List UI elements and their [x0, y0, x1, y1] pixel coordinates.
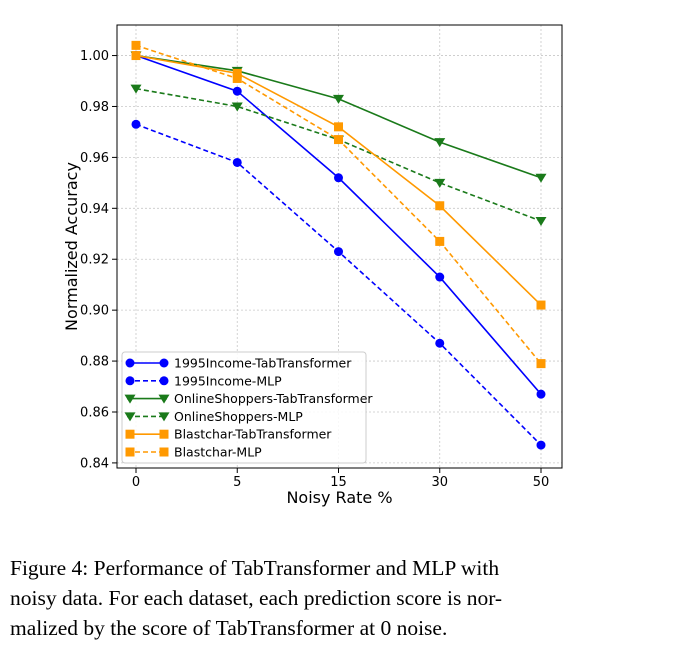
data-point-onlineshoppers-tabtransformer — [434, 138, 445, 147]
data-point-onlineshoppers-tabtransformer — [536, 174, 547, 183]
data-point-blastchar-tabtransformer — [537, 301, 546, 310]
data-point-1995income-mlp — [537, 441, 546, 450]
data-point-blastchar-tabtransformer — [334, 122, 343, 131]
legend: 1995Income-TabTransformer 1995Income-MLP O… — [122, 352, 373, 463]
legend-marker-1995income-mlp — [126, 376, 135, 385]
legend-marker-1995income-mlp — [160, 376, 169, 385]
data-point-1995income-mlp — [233, 158, 242, 167]
data-point-blastchar-mlp — [537, 359, 546, 368]
legend-label-blastchar-tabtransformer: Blastchar-TabTransformer — [174, 427, 332, 442]
data-point-blastchar-mlp — [233, 74, 242, 83]
y-tick-label: 0.94 — [80, 202, 109, 217]
x-tick-label: 5 — [233, 475, 241, 490]
data-point-onlineshoppers-tabtransformer — [333, 95, 344, 104]
legend-label-onlineshoppers-tabtransformer: OnlineShoppers-TabTransformer — [174, 391, 373, 406]
legend-label-1995income-mlp: 1995Income-MLP — [174, 373, 282, 388]
legend-marker-blastchar-mlp — [126, 448, 135, 457]
y-tick-label: 0.90 — [80, 304, 109, 319]
y-axis-title: Normalized Accuracy — [62, 162, 81, 331]
data-point-1995income-tabtransformer — [537, 390, 546, 399]
x-tick-label: 30 — [431, 475, 448, 490]
data-point-blastchar-tabtransformer — [132, 51, 141, 60]
y-tick-label: 0.86 — [80, 405, 109, 420]
y-tick-label: 0.98 — [80, 100, 109, 115]
figure-caption: Figure 4: Performance of TabTransformer … — [10, 553, 672, 643]
y-tick-label: 0.96 — [80, 151, 109, 166]
y-tick-label: 0.92 — [80, 253, 109, 268]
caption-line-2: noisy data. For each dataset, each predi… — [10, 583, 672, 613]
legend-marker-blastchar-mlp — [160, 448, 169, 457]
caption-line-3: malized by the score of TabTransformer a… — [10, 613, 672, 643]
y-tick-label: 1.00 — [80, 49, 109, 64]
y-tick-label: 0.84 — [80, 456, 109, 471]
data-point-1995income-mlp — [132, 120, 141, 129]
caption-line-1: Figure 4: Performance of TabTransformer … — [10, 553, 672, 583]
data-point-1995income-mlp — [435, 339, 444, 348]
legend-label-onlineshoppers-mlp: OnlineShoppers-MLP — [174, 409, 303, 424]
data-point-blastchar-mlp — [132, 41, 141, 50]
x-tick-label: 0 — [132, 475, 140, 490]
legend-marker-1995income-tabtransformer — [126, 359, 135, 368]
data-point-onlineshoppers-mlp — [536, 217, 547, 226]
line-chart: 0 5 15 30 500.840.860.880.900.920.940.960.98… — [0, 0, 682, 530]
y-tick-label: 0.88 — [80, 355, 109, 370]
legend-marker-blastchar-tabtransformer — [126, 430, 135, 439]
data-point-1995income-tabtransformer — [435, 273, 444, 282]
x-tick-label: 50 — [533, 475, 550, 490]
data-point-1995income-tabtransformer — [334, 173, 343, 182]
data-point-blastchar-mlp — [334, 135, 343, 144]
legend-label-blastchar-mlp: Blastchar-MLP — [174, 445, 262, 460]
data-point-1995income-mlp — [334, 247, 343, 256]
data-point-blastchar-tabtransformer — [435, 201, 444, 210]
data-point-1995income-tabtransformer — [233, 87, 242, 96]
legend-marker-blastchar-tabtransformer — [160, 430, 169, 439]
legend-label-1995income-tabtransformer: 1995Income-TabTransformer — [174, 356, 352, 371]
data-point-onlineshoppers-mlp — [434, 179, 445, 188]
legend-marker-1995income-tabtransformer — [160, 359, 169, 368]
x-axis-title: Noisy Rate % — [286, 488, 392, 507]
data-point-blastchar-mlp — [435, 237, 444, 246]
